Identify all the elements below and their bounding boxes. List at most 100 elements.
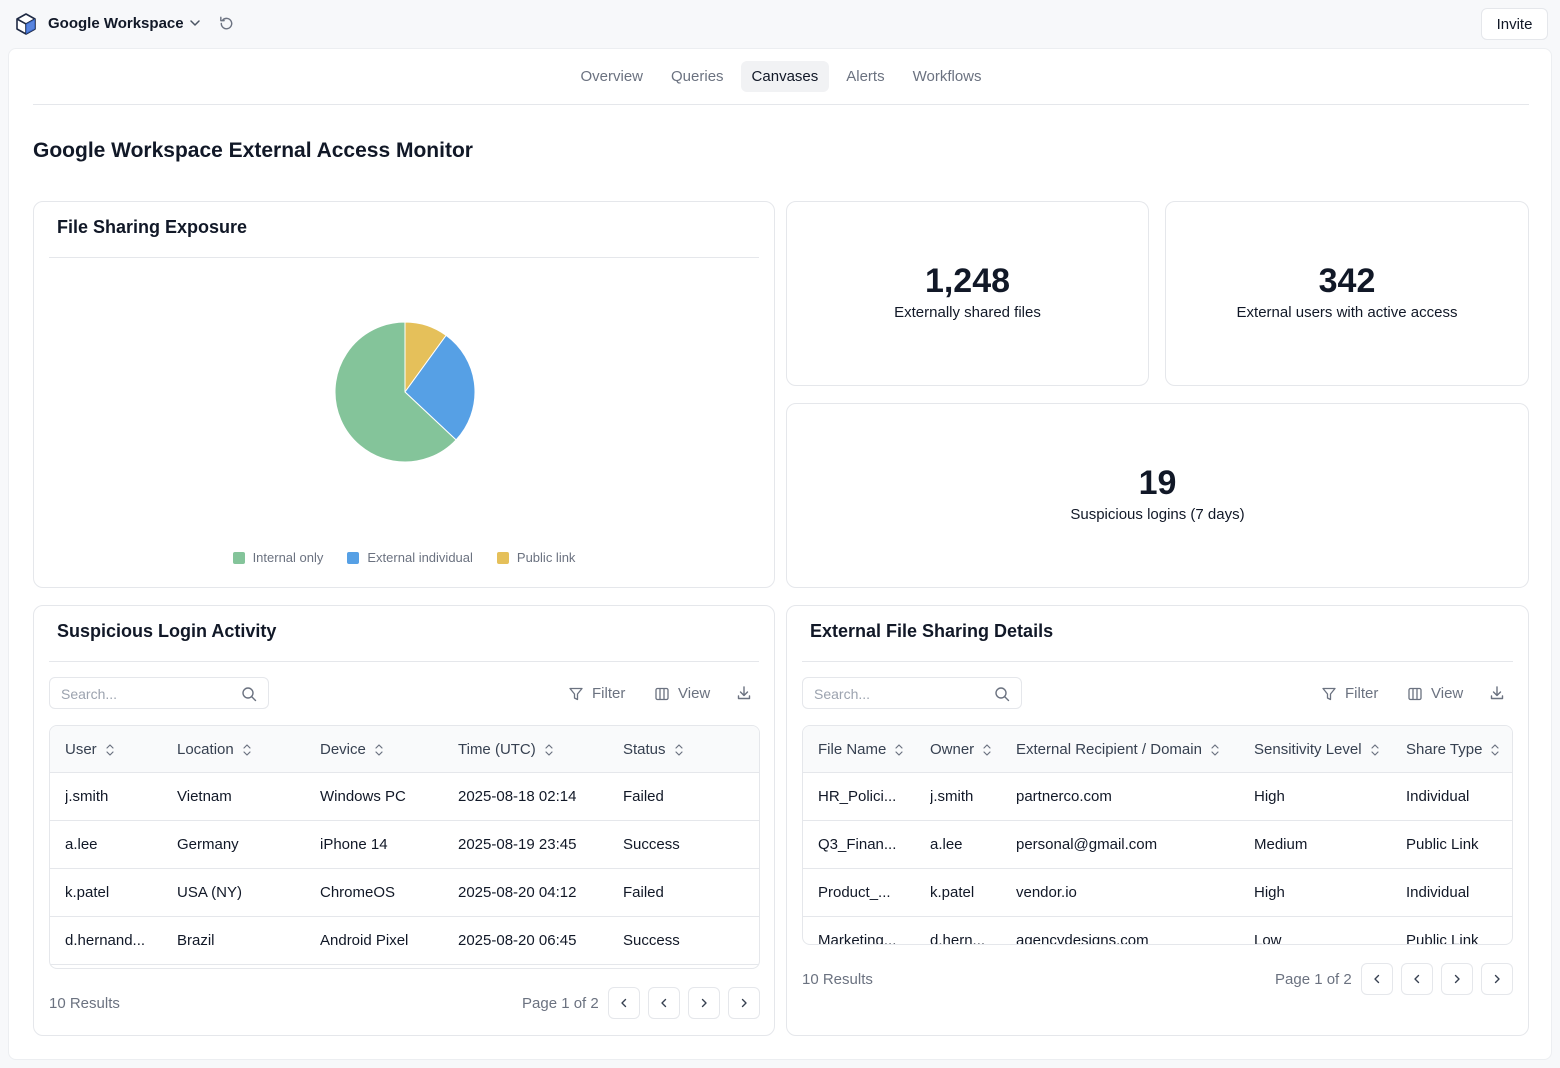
kpi-label: Suspicious logins (7 days) <box>1070 506 1245 523</box>
table-row[interactable]: Product_... k.patel vendor.io High Indiv… <box>803 869 1512 917</box>
table-row[interactable]: a.lee Germany iPhone 14 2025-08-19 23:45… <box>50 821 759 869</box>
chevron-left-icon <box>661 998 667 1008</box>
cell-share-type: Individual <box>1406 788 1470 805</box>
prev-page-button[interactable] <box>1401 963 1433 995</box>
last-page-button[interactable] <box>1481 963 1513 995</box>
pie-slice-external-individual[interactable] <box>404 334 476 441</box>
legend-label: Internal only <box>252 550 324 565</box>
column-header-file-name[interactable]: File Name <box>818 741 904 758</box>
column-header-recipient[interactable]: External Recipient / Domain <box>1016 741 1220 758</box>
next-page-button[interactable] <box>1441 963 1473 995</box>
download-icon[interactable] <box>1489 685 1505 701</box>
tab-overview[interactable]: Overview <box>580 68 644 85</box>
cell-time: 2025-08-19 23:45 <box>458 836 577 853</box>
column-header-sensitivity[interactable]: Sensitivity Level <box>1254 741 1380 758</box>
cell-sensitivity: Medium <box>1254 836 1308 853</box>
sort-icon <box>674 743 683 756</box>
column-label: Share Type <box>1406 741 1483 758</box>
sort-icon <box>545 743 553 756</box>
column-header-user[interactable]: User <box>65 741 115 758</box>
cell-sensitivity: High <box>1254 788 1285 805</box>
prev-page-button[interactable] <box>648 987 680 1019</box>
first-page-button[interactable] <box>608 987 640 1019</box>
tab-alerts[interactable]: Alerts <box>846 68 885 85</box>
filter-button[interactable]: Filter <box>568 685 625 702</box>
column-label: Status <box>623 741 666 758</box>
cell-location: Vietnam <box>177 788 232 805</box>
filter-icon <box>1322 687 1336 700</box>
login-table: User Location Device Time (UTC) Status j… <box>49 725 760 969</box>
last-page-button[interactable] <box>728 987 760 1019</box>
cell-status: Success <box>623 836 680 853</box>
cell-location: Germany <box>177 836 239 853</box>
cell-recipient: personal@gmail.com <box>1016 836 1158 853</box>
page-indicator: Page 1 of 2 <box>1275 971 1352 988</box>
next-page-button[interactable] <box>688 987 720 1019</box>
filter-label: Filter <box>1345 685 1379 702</box>
workspace-name[interactable]: Google Workspace <box>48 15 184 32</box>
view-button[interactable]: View <box>654 685 710 702</box>
refresh-icon[interactable] <box>218 15 235 32</box>
pie-chart <box>334 321 476 463</box>
tab-workflows[interactable]: Workflows <box>912 68 982 85</box>
table-row[interactable]: Q3_Finan... a.lee personal@gmail.com Med… <box>803 821 1512 869</box>
file-table: File Name Owner External Recipient / Dom… <box>802 725 1513 945</box>
pie-slice-internal-only[interactable] <box>334 321 457 463</box>
divider <box>49 661 759 662</box>
filter-button[interactable]: Filter <box>1321 685 1378 702</box>
table-row[interactable]: k.patel USA (NY) ChromeOS 2025-08-20 04:… <box>50 869 759 917</box>
login-search-input[interactable]: Search... <box>49 677 269 709</box>
cell-owner: j.smith <box>930 788 974 805</box>
download-icon[interactable] <box>736 685 752 701</box>
results-count: 10 Results <box>49 995 120 1012</box>
kpi-value: 1,248 <box>924 262 1011 300</box>
divider <box>802 661 1513 662</box>
column-label: User <box>65 741 97 758</box>
view-button[interactable]: View <box>1407 685 1463 702</box>
cell-location: Brazil <box>177 932 215 949</box>
sort-icon <box>106 743 114 756</box>
chevron-down-icon[interactable] <box>188 16 202 30</box>
column-header-device[interactable]: Device <box>320 741 384 758</box>
main-panel: Overview Queries Canvases Alerts Workflo… <box>8 48 1552 1060</box>
column-header-owner[interactable]: Owner <box>930 741 992 758</box>
table-row[interactable]: HR_Polici... j.smith partnerco.com High … <box>803 773 1512 821</box>
column-header-status[interactable]: Status <box>623 741 684 758</box>
cell-owner: k.patel <box>930 884 975 901</box>
search-placeholder: Search... <box>814 686 871 702</box>
cell-share-type: Public Link <box>1406 932 1479 945</box>
table-row[interactable]: Marketing... d.hern... agencydesigns.com… <box>803 917 1512 945</box>
table-row[interactable]: j.smith Vietnam Windows PC 2025-08-18 02… <box>50 773 759 821</box>
kpi-label: External users with active access <box>1236 304 1458 321</box>
legend-item-external: External individual <box>347 550 473 565</box>
legend-swatch <box>347 551 360 564</box>
tab-canvases[interactable]: Canvases <box>740 61 830 92</box>
cell-owner: d.hern... <box>930 932 986 945</box>
kpi-card-external-users: 342 External users with active access <box>1165 201 1529 386</box>
file-sharing-details-card: External File Sharing Details Search... … <box>786 605 1529 1036</box>
column-header-location[interactable]: Location <box>177 741 252 758</box>
search-icon <box>242 687 257 702</box>
view-label: View <box>1431 685 1464 702</box>
chevron-left-icon <box>1414 974 1420 984</box>
invite-button[interactable]: Invite <box>1481 8 1548 40</box>
sort-icon <box>983 743 991 756</box>
file-search-input[interactable]: Search... <box>802 677 1022 709</box>
column-label: File Name <box>818 741 887 758</box>
cell-user: a.lee <box>65 836 98 853</box>
legend-item-public: Public link <box>496 550 575 565</box>
table-row[interactable]: d.hernand... Brazil Android Pixel 2025-0… <box>50 917 759 965</box>
first-page-button[interactable] <box>1361 963 1393 995</box>
results-count: 10 Results <box>802 971 873 988</box>
tab-bar: Overview Queries Canvases Alerts Workflo… <box>33 49 1529 105</box>
sort-icon <box>895 743 903 756</box>
workspace-cube-icon[interactable] <box>14 12 38 36</box>
column-header-share-type[interactable]: Share Type <box>1406 741 1500 758</box>
filter-icon <box>569 687 583 700</box>
tab-queries[interactable]: Queries <box>671 68 724 85</box>
cell-file-name: Q3_Finan... <box>818 836 897 853</box>
cell-owner: a.lee <box>930 836 963 853</box>
search-icon <box>995 687 1010 702</box>
legend-label: External individual <box>367 550 473 565</box>
column-header-time[interactable]: Time (UTC) <box>458 741 554 758</box>
